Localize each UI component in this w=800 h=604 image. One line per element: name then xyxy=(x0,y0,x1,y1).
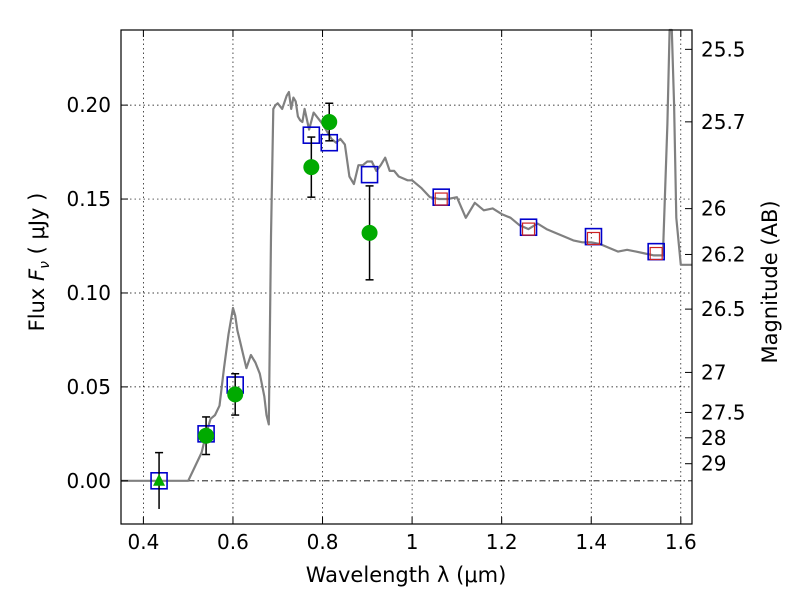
magnitude-tick-label: 26.2 xyxy=(701,242,746,266)
y-axis-label-suffix: ( μJy ) xyxy=(25,193,49,261)
y-tick-label: 0.10 xyxy=(66,281,111,305)
plot-frame xyxy=(120,29,693,525)
nir-photometry-marker xyxy=(434,192,448,206)
observed-flux-marker xyxy=(361,224,378,241)
observed-flux-marker xyxy=(198,427,215,444)
y-axis-label-symbol: F xyxy=(25,268,49,281)
model-sed-curve xyxy=(121,28,692,482)
magnitude-tick-label: 29 xyxy=(701,452,726,476)
x-axis-label: Wavelength λ (μm) xyxy=(306,563,507,587)
magnitude-tick-label: 26.5 xyxy=(701,297,746,321)
plot-area xyxy=(121,28,692,509)
y-tick-label: 0.15 xyxy=(66,187,111,211)
y-tick-label: 0.05 xyxy=(66,375,111,399)
model-photometry-marker xyxy=(360,165,379,184)
observed-flux-marker xyxy=(321,114,338,131)
y-tick-label: 0.00 xyxy=(66,469,111,493)
x-tick-label: 1.2 xyxy=(486,530,518,554)
x-tick-label: 1.6 xyxy=(665,530,697,554)
y-axis-label: Flux Fν ( μJy ) xyxy=(25,193,53,332)
magnitude-tick-label: 27.5 xyxy=(701,400,746,424)
magnitude-tick-label: 28 xyxy=(701,426,726,450)
magnitude-tick-label: 26 xyxy=(701,197,726,221)
y-axis-label-subscript: ν xyxy=(37,261,53,269)
x-tick-label: 1 xyxy=(406,530,419,554)
magnitude-tick-label: 27 xyxy=(701,360,726,384)
nir-photometry-marker xyxy=(649,246,663,261)
magnitude-axis-label: Magnitude (AB) xyxy=(758,200,782,363)
axes-frame xyxy=(120,29,693,525)
x-axis: 0.4 0.6 0.8 1 1.2 1.4 1.6 xyxy=(127,30,697,554)
observed-flux-marker xyxy=(303,159,320,176)
x-tick-label: 0.8 xyxy=(307,530,339,554)
nir-photometry-marker xyxy=(521,222,536,236)
upper-limit-marker xyxy=(153,473,166,486)
nir-photometry-marker xyxy=(586,231,601,246)
x-tick-label: 0.4 xyxy=(127,530,159,554)
magnitude-tick-label: 25.5 xyxy=(701,37,746,61)
x-tick-label: 1.4 xyxy=(575,530,607,554)
magnitude-tick-label: 25.7 xyxy=(701,110,746,134)
y-tick-label: 0.20 xyxy=(66,93,111,117)
y-axis: 0.00 0.05 0.10 0.15 0.20 xyxy=(66,93,128,493)
x-tick-label: 0.6 xyxy=(217,530,249,554)
observed-flux-marker xyxy=(227,386,244,403)
y-axis-label-prefix: Flux xyxy=(25,281,49,331)
